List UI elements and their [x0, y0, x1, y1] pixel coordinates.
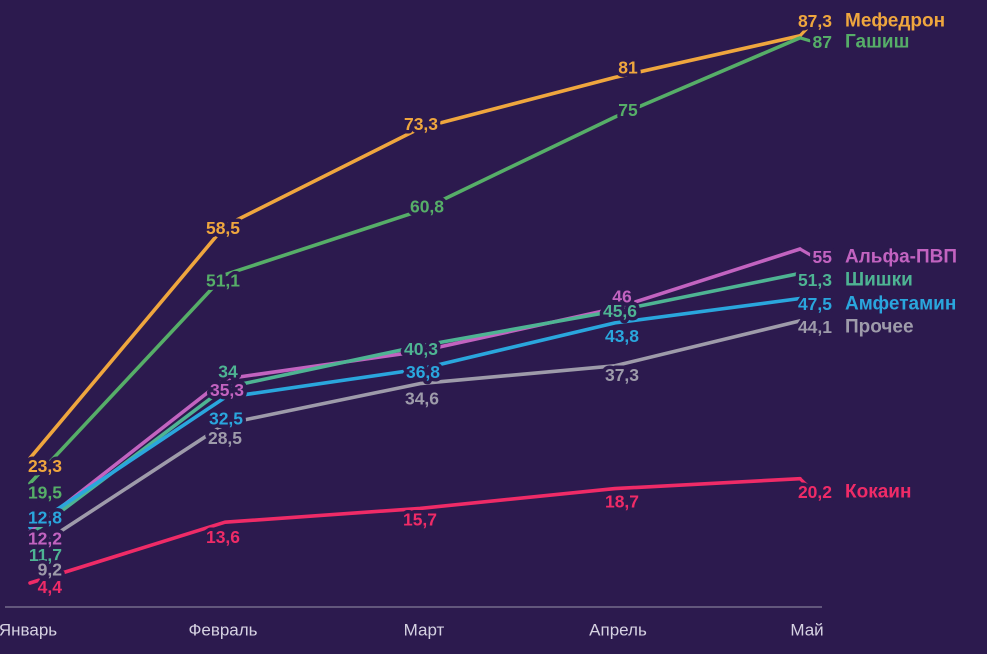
point-label-shishki-4: 45,6: [603, 301, 637, 321]
point-label-amfetamin-4: 43,8: [605, 326, 639, 346]
point-label-alfa-pvp-1: 12,2: [28, 528, 62, 548]
point-label-shishki-1: 11,7: [29, 545, 62, 565]
point-label-prochee-2: 28,5: [208, 428, 242, 448]
series-name-amfetamin: Амфетамин: [845, 294, 956, 315]
x-tick-label-1: Январь: [0, 621, 57, 640]
x-tick-label-5: Май: [790, 621, 823, 640]
leader-line-prochee: [798, 319, 816, 329]
leader-line-kokain: [798, 477, 816, 494]
point-label-kokain-3: 15,7: [403, 509, 437, 529]
point-label-alfa-pvp-5: 55: [813, 247, 833, 267]
point-label-mefedron-1: 23,3: [28, 456, 62, 476]
leader-line-shishki: [798, 271, 816, 282]
leader-line-gashish: [798, 36, 816, 44]
leader-line-mefedron: [798, 19, 816, 38]
point-label-gashish-5: 87: [813, 32, 832, 52]
point-label-gashish-2: 51,1: [206, 271, 240, 291]
point-label-alfa-pvp-4: 46: [612, 286, 632, 306]
point-label-amfetamin-3: 36,8: [406, 362, 440, 382]
point-label-amfetamin-1: 12,8: [28, 508, 62, 528]
series-name-prochee: Прочее: [845, 317, 914, 338]
point-label-prochee-4: 37,3: [605, 365, 639, 385]
point-label-mefedron-4: 81: [618, 57, 638, 77]
point-label-kokain-2: 13,6: [206, 527, 240, 547]
leader-lines: [798, 19, 816, 494]
point-label-kokain-1: 4,4: [38, 577, 63, 597]
series-name-gashish: Гашиш: [845, 32, 909, 53]
x-tick-label-2: Февраль: [188, 621, 257, 640]
point-label-prochee-5: 44,1: [798, 317, 832, 337]
series-line-mefedron: [28, 33, 802, 461]
series-line-amfetamin: [28, 296, 802, 530]
series-line-shishki: [28, 271, 802, 537]
series-name-mefedron: Мефедрон: [845, 11, 945, 32]
point-label-kokain-4: 18,7: [605, 492, 639, 512]
series-name-shishki: Шишки: [845, 270, 913, 291]
point-label-mefedron-2: 58,5: [206, 218, 240, 238]
point-label-amfetamin-2: 32,5: [209, 409, 243, 429]
x-axis: Январь Февраль Март Апрель Май: [0, 606, 824, 640]
series-line-gashish: [28, 35, 802, 486]
leader-line-amfetamin: [798, 296, 816, 306]
x-tick-label-3: Март: [404, 621, 445, 640]
series-line-kokain: [28, 476, 802, 585]
point-label-kokain-5: 20,2: [798, 482, 832, 502]
point-label-gashish-4: 75: [618, 100, 638, 120]
x-tick-label-4: Апрель: [589, 621, 647, 640]
point-label-shishki-5: 51,3: [798, 270, 832, 290]
point-label-shishki-2: 34: [218, 362, 238, 382]
point-label-prochee-3: 34,6: [405, 389, 439, 409]
series-lines: [28, 33, 802, 585]
series-name-kokain: Кокаин: [845, 482, 911, 503]
point-label-shishki-3: 40,3: [404, 339, 438, 359]
series-line-prochee: [28, 319, 802, 554]
point-label-mefedron-3: 73,3: [404, 114, 438, 134]
point-label-amfetamin-5: 47,5: [798, 294, 832, 314]
point-label-gashish-1: 19,5: [28, 482, 62, 502]
series-line-alfa-pvp: [28, 247, 802, 534]
point-label-alfa-pvp-2: 35,3: [210, 380, 244, 400]
leader-line-alfa-pvp: [798, 247, 816, 259]
value-labels: 23,3 58,5 73,3 81 87,3 19,5 51,1 60,8 75 87 12,2 35…: [24, 8, 835, 601]
point-label-prochee-1: 9,2: [38, 559, 63, 579]
point-label-gashish-3: 60,8: [410, 197, 444, 217]
series-name-alfa-pvp: Альфа-ПВП: [845, 247, 957, 268]
point-label-mefedron-5: 87,3: [798, 11, 832, 31]
